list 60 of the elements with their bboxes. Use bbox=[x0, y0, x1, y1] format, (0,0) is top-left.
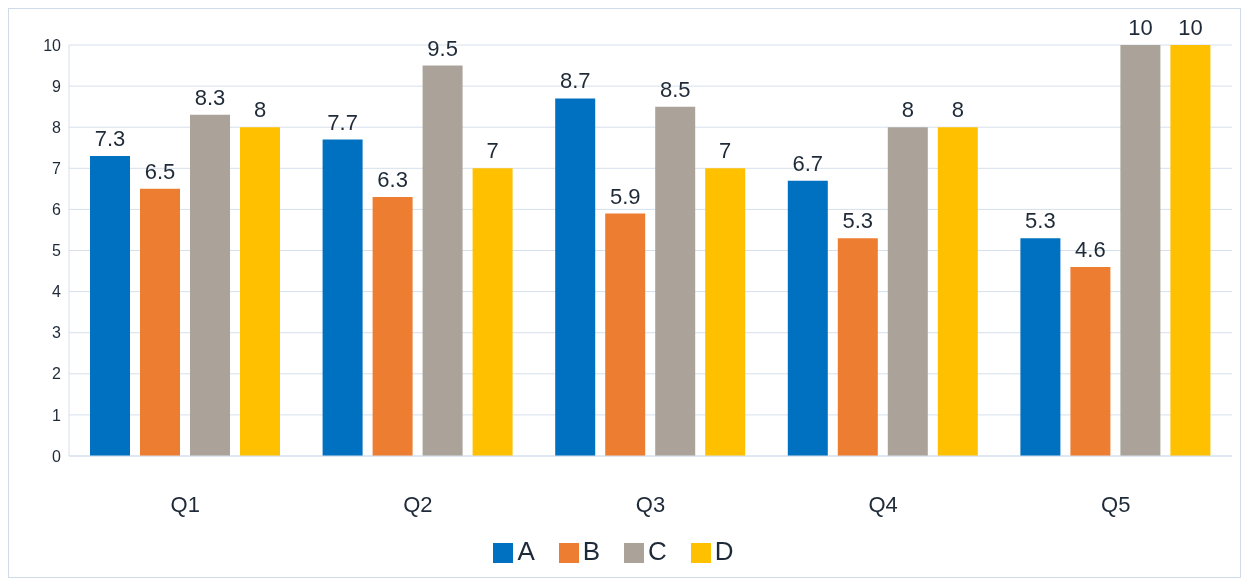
bar bbox=[90, 155, 130, 456]
data-label: 6.5 bbox=[144, 158, 176, 184]
data-label: 8.5 bbox=[659, 76, 691, 102]
y-tick-label: 5 bbox=[52, 242, 62, 260]
bar bbox=[1120, 45, 1161, 456]
bar bbox=[422, 65, 463, 456]
bar bbox=[372, 197, 413, 456]
bar bbox=[837, 238, 878, 456]
data-label: 8 bbox=[901, 97, 914, 123]
y-tick-label: 10 bbox=[43, 36, 62, 54]
bar bbox=[140, 188, 180, 456]
x-tick-label: Q3 bbox=[635, 491, 666, 517]
bar bbox=[1170, 45, 1211, 456]
bar bbox=[605, 213, 646, 456]
y-tick-label: 6 bbox=[52, 201, 62, 219]
legend-label: D bbox=[714, 536, 734, 566]
data-label: 8.7 bbox=[559, 68, 591, 94]
bar bbox=[887, 127, 928, 456]
x-tick-label: Q5 bbox=[1101, 491, 1131, 517]
y-tick-label: 4 bbox=[52, 283, 62, 301]
data-label: 8 bbox=[951, 97, 964, 123]
y-tick-label: 3 bbox=[52, 324, 62, 342]
data-label: 8 bbox=[253, 97, 267, 123]
bar bbox=[322, 139, 363, 456]
bar bbox=[937, 127, 978, 456]
bar bbox=[555, 98, 596, 456]
data-label: 6.7 bbox=[792, 150, 824, 176]
x-tick-label: Q1 bbox=[170, 491, 200, 517]
data-label: 8.3 bbox=[194, 84, 226, 110]
y-tick-label: 1 bbox=[52, 406, 62, 424]
data-label: 7 bbox=[719, 138, 732, 164]
data-label: 5.3 bbox=[842, 208, 874, 234]
data-label: 6.3 bbox=[377, 167, 408, 193]
x-tick-label: Q4 bbox=[868, 491, 898, 517]
y-tick-label: 8 bbox=[52, 118, 62, 136]
data-label: 7.3 bbox=[94, 125, 126, 151]
bar bbox=[1070, 266, 1111, 456]
data-label: 4.6 bbox=[1075, 236, 1106, 262]
bar bbox=[655, 106, 696, 456]
data-label: 7.7 bbox=[327, 109, 358, 135]
legend-label: B bbox=[582, 536, 601, 566]
y-tick-label: 0 bbox=[52, 447, 62, 465]
data-label: 5.3 bbox=[1025, 208, 1056, 234]
bar bbox=[787, 180, 828, 456]
legend-label: C bbox=[648, 536, 667, 566]
data-label: 9.5 bbox=[427, 35, 458, 61]
bar bbox=[1020, 238, 1061, 456]
data-label: 7 bbox=[486, 138, 499, 164]
data-label: 10 bbox=[1178, 15, 1203, 40]
y-tick-label: 7 bbox=[52, 159, 62, 177]
bar bbox=[705, 168, 746, 456]
y-tick-label: 9 bbox=[52, 77, 62, 95]
x-tick-label: Q2 bbox=[403, 491, 433, 517]
bar bbox=[240, 127, 280, 456]
bar bbox=[190, 114, 230, 456]
data-label: 10 bbox=[1128, 15, 1153, 40]
y-tick-label: 2 bbox=[52, 365, 62, 383]
data-label: 5.9 bbox=[609, 183, 641, 209]
legend-label: A bbox=[517, 536, 535, 566]
bar bbox=[472, 168, 513, 456]
